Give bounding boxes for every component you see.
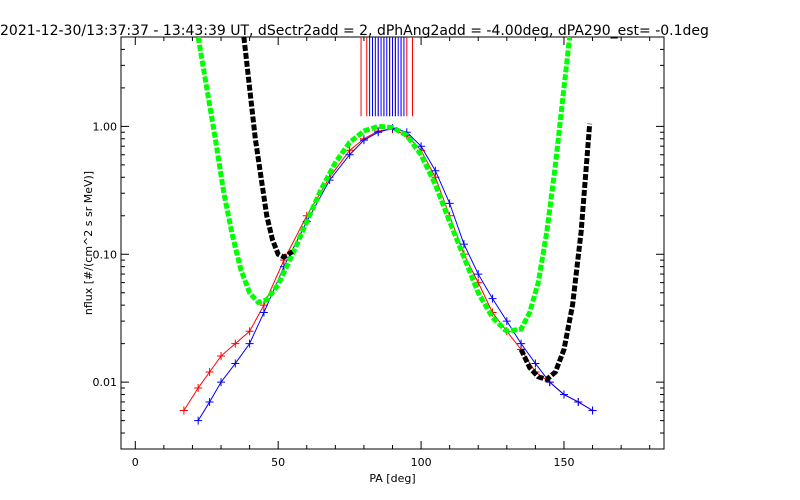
data-point (474, 270, 483, 279)
data-point (217, 352, 226, 361)
data-point (205, 397, 214, 406)
data-point (205, 368, 214, 377)
data-point (179, 406, 188, 415)
series-3 (241, 36, 294, 260)
data-point (445, 199, 454, 208)
series-4 (518, 123, 593, 383)
data-point (488, 294, 497, 303)
vertical-line-cluster (360, 37, 414, 117)
data-point (459, 240, 468, 249)
data-point (259, 301, 268, 310)
series-1 (194, 124, 597, 425)
data-point (245, 327, 254, 336)
series-2 (195, 36, 573, 334)
data-point (431, 166, 440, 175)
data-point (417, 142, 426, 151)
y-tick-label: 0.01 (93, 376, 118, 389)
data-point (559, 390, 568, 399)
x-tick-label: 0 (132, 456, 139, 469)
data-point (588, 406, 597, 415)
data-point (345, 150, 354, 159)
axis-ticks: 0 50 100 150 0.01 0.10 1.00 (93, 36, 664, 469)
data-point (194, 416, 203, 425)
data-point (517, 339, 526, 348)
data-point (259, 308, 268, 317)
x-tick-label: 150 (553, 456, 574, 469)
data-point (374, 128, 383, 137)
fit-curve (241, 36, 294, 260)
y-axis-title: nflux [#/(cm^2 s sr MeV)] (82, 171, 95, 315)
series-group (179, 36, 597, 425)
data-point (231, 359, 240, 368)
data-point (231, 339, 240, 348)
x-tick-label: 50 (271, 456, 285, 469)
data-point (217, 378, 226, 387)
chart-title: 2021-12-30/13:37:37 - 13:43:39 UT, dSect… (0, 23, 709, 39)
data-point (194, 383, 203, 392)
fit-curve (518, 123, 593, 383)
fit-curve (195, 36, 573, 334)
data-point (574, 397, 583, 406)
x-tick-label: 100 (411, 456, 432, 469)
x-axis-title: PA [deg] (369, 472, 415, 485)
data-point (502, 317, 511, 326)
data-point (359, 136, 368, 145)
data-point (531, 359, 540, 368)
y-tick-label: 1.00 (93, 120, 118, 133)
y-tick-label: 0.10 (93, 248, 118, 261)
data-point (245, 339, 254, 348)
trace-line (197, 127, 593, 421)
